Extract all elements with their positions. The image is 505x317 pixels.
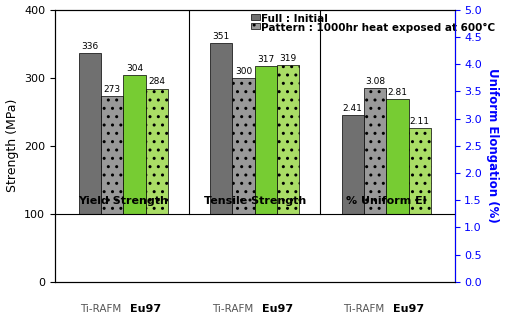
Bar	[210, 43, 232, 214]
Text: Pattern : 1000hr heat exposed at 600°C: Pattern : 1000hr heat exposed at 600°C	[261, 23, 495, 33]
Text: 351: 351	[213, 32, 230, 41]
Bar	[364, 88, 386, 214]
Text: 284: 284	[148, 77, 165, 87]
Text: Yield Strength: Yield Strength	[78, 196, 168, 206]
Bar	[341, 115, 364, 214]
Text: Full : Initial: Full : Initial	[261, 14, 328, 24]
Text: 2.81: 2.81	[387, 88, 408, 97]
Bar	[145, 88, 168, 214]
Text: 317: 317	[258, 55, 275, 64]
Bar	[255, 66, 277, 214]
Bar	[123, 75, 145, 214]
Bar	[251, 23, 260, 29]
Text: Eu97: Eu97	[262, 304, 293, 314]
Text: 3.08: 3.08	[365, 77, 385, 86]
Text: % Uniform El: % Uniform El	[346, 196, 426, 206]
Text: Ti-RAFM: Ti-RAFM	[343, 304, 384, 314]
Bar	[386, 99, 409, 214]
Text: 2.11: 2.11	[410, 117, 430, 126]
Text: Ti-RAFM: Ti-RAFM	[80, 304, 122, 314]
Text: 300: 300	[235, 67, 252, 75]
Bar	[409, 128, 431, 214]
Text: 319: 319	[280, 54, 297, 63]
Bar	[79, 53, 101, 214]
Y-axis label: Strength (MPa): Strength (MPa)	[6, 99, 19, 192]
Text: Tensile Strength: Tensile Strength	[204, 196, 306, 206]
Text: Eu97: Eu97	[393, 304, 424, 314]
Text: Eu97: Eu97	[130, 304, 161, 314]
Text: 273: 273	[104, 85, 121, 94]
Bar	[251, 14, 260, 21]
Text: 336: 336	[81, 42, 98, 51]
Text: 304: 304	[126, 64, 143, 73]
Bar	[101, 96, 123, 214]
Text: 2.41: 2.41	[343, 104, 363, 113]
Bar	[277, 65, 299, 214]
Y-axis label: Uniform Elongation (%): Uniform Elongation (%)	[486, 68, 499, 223]
Text: Ti-RAFM: Ti-RAFM	[212, 304, 253, 314]
Bar	[232, 78, 255, 214]
